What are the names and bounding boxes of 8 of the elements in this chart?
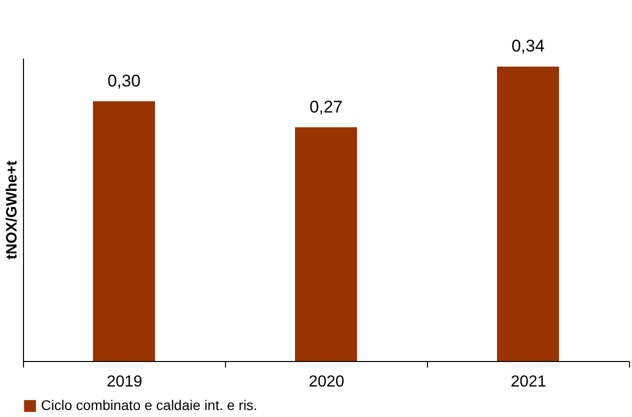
x-tick-label: 2021 [510, 374, 546, 390]
data-label: 0,34 [511, 36, 545, 56]
data-label: 0,27 [309, 97, 343, 116]
legend-label: Ciclo combinato e caldaie int. e ris. [41, 397, 258, 413]
y-axis-title: tNOX/GWhe+t [4, 160, 20, 260]
x-tick-label: 2019 [106, 374, 142, 390]
data-label: 0,30 [107, 71, 141, 90]
x-tick-label: 2020 [308, 374, 344, 390]
